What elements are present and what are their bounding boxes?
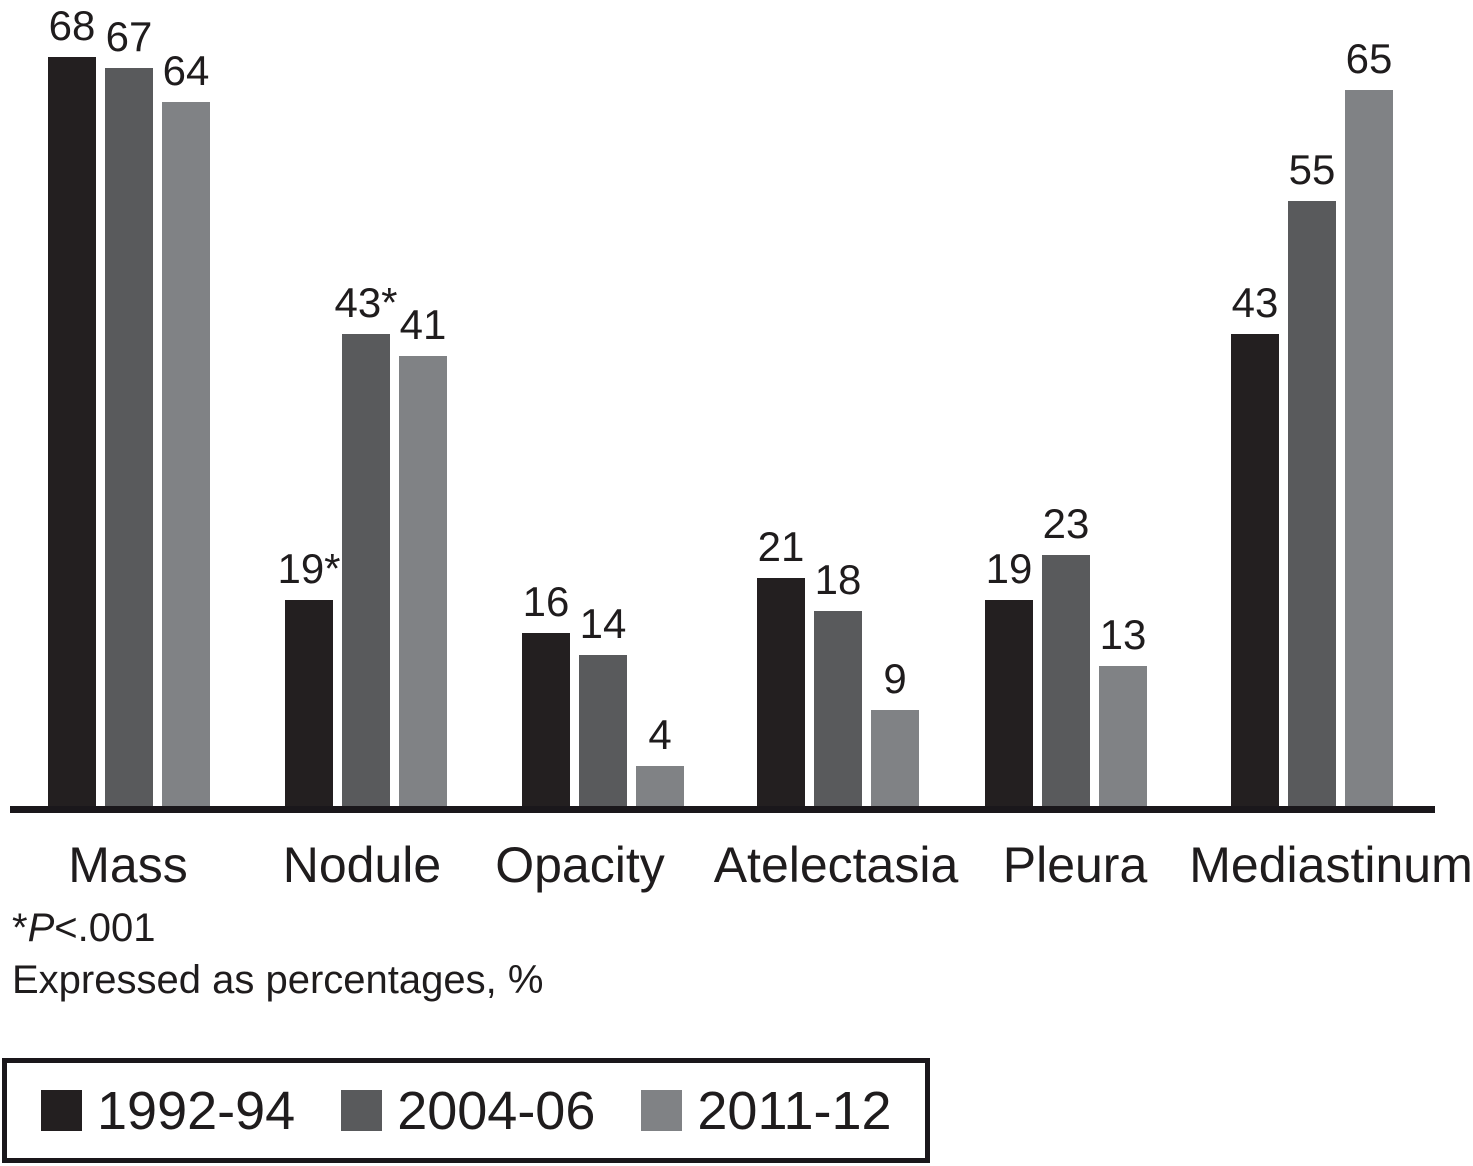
bar-value-label-mass-2004-06: 67	[105, 13, 153, 60]
bar-mediastinum-2004-06	[1288, 201, 1336, 810]
footnote-units: Expressed as percentages, %	[12, 958, 544, 1002]
legend-swatch-2004-06	[341, 1090, 383, 1131]
bar-nodule-2004-06	[342, 334, 390, 810]
x-axis-label-mass: Mass	[68, 837, 188, 893]
x-axis-labels: Mass Nodule Opacity Atelectasia Pleura Medias…	[0, 832, 1473, 898]
bar-mediastinum-1992-94	[1231, 334, 1279, 810]
bar-pleura-2004-06	[1042, 555, 1090, 810]
x-axis-label-mediastinum: Mediastinum	[1189, 837, 1473, 893]
bar-nodule-1992-94	[285, 600, 333, 810]
plot-area: 68 67 64 19* 43* 41 16 14 4 21 18 9 19 23 13 43 55 65	[10, 2, 1435, 813]
footnote-star: *	[12, 906, 28, 950]
bar-value-label-nodule-2004-06: 43*	[334, 279, 398, 326]
x-axis-label-nodule: Nodule	[282, 837, 442, 893]
footnotes: *P<.001 Expressed as percentages, %	[12, 902, 543, 1006]
legend-swatch-1992-94	[41, 1090, 82, 1131]
bar-nodule-2011-12	[399, 356, 447, 810]
bar-mass-1992-94	[48, 57, 96, 810]
bar-value-label-pleura-1992-94: 19	[985, 545, 1033, 592]
footnote-pvalue-rest: <.001	[54, 906, 156, 950]
bar-value-label-opacity-2004-06: 14	[579, 600, 627, 647]
bar-value-label-atelectasia-2004-06: 18	[814, 556, 862, 603]
bar-value-label-opacity-1992-94: 16	[522, 578, 570, 625]
bar-atelectasia-2011-12	[871, 710, 919, 810]
bar-mass-2011-12	[162, 102, 210, 810]
bar-value-label-mediastinum-2004-06: 55	[1288, 146, 1336, 193]
bar-atelectasia-1992-94	[757, 578, 805, 810]
bar-opacity-2011-12	[636, 766, 684, 810]
bar-mediastinum-2011-12	[1345, 90, 1393, 810]
legend-label-2004-06: 2004-06	[397, 1080, 596, 1141]
bar-value-label-atelectasia-1992-94: 21	[757, 523, 805, 570]
bar-mass-2004-06	[105, 68, 153, 810]
bar-value-label-pleura-2011-12: 13	[1099, 611, 1147, 658]
x-axis-label-opacity: Opacity	[495, 837, 665, 893]
x-axis-label-pleura: Pleura	[1002, 837, 1148, 893]
legend-label-1992-94: 1992-94	[97, 1080, 296, 1141]
legend-label-2011-12: 2011-12	[697, 1080, 892, 1141]
x-axis-label-atelectasia: Atelectasia	[713, 837, 959, 893]
x-axis-line	[10, 806, 1435, 813]
bar-pleura-2011-12	[1099, 666, 1147, 810]
footnote-pvalue: *P<.001	[12, 902, 543, 954]
bar-value-label-nodule-2011-12: 41	[399, 301, 447, 348]
bar-value-label-pleura-2004-06: 23	[1042, 500, 1090, 547]
bar-opacity-1992-94	[522, 633, 570, 810]
legend-swatch-2011-12	[641, 1090, 683, 1131]
bar-value-label-mass-1992-94: 68	[48, 2, 96, 49]
bar-value-label-atelectasia-2011-12: 9	[883, 655, 907, 702]
legend: 1992-94 2004-06 2011-12	[2, 1058, 930, 1163]
bar-value-label-mediastinum-2011-12: 65	[1345, 35, 1393, 82]
bar-value-label-nodule-1992-94: 19*	[277, 545, 341, 592]
legend-item-2011-12: 2011-12	[641, 1080, 892, 1141]
bar-value-label-mediastinum-1992-94: 43	[1231, 279, 1279, 326]
bar-opacity-2004-06	[579, 655, 627, 810]
footnote-p-symbol: P	[27, 906, 55, 950]
legend-item-1992-94: 1992-94	[41, 1084, 295, 1138]
bar-value-label-mass-2011-12: 64	[162, 47, 210, 94]
bar-value-label-opacity-2011-12: 4	[648, 711, 672, 758]
legend-item-2004-06: 2004-06	[341, 1084, 595, 1138]
bar-atelectasia-2004-06	[814, 611, 862, 810]
bar-pleura-1992-94	[985, 600, 1033, 810]
